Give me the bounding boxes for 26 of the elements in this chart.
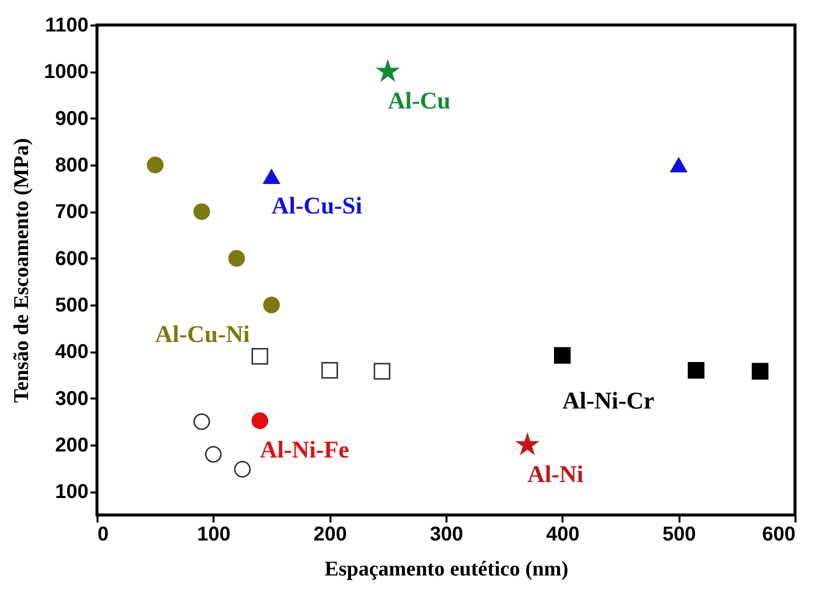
y-tick-label: 200 — [55, 434, 88, 456]
y-tick-label: 900 — [55, 108, 88, 130]
x-axis-title: Espaçamento eutético (nm) — [324, 556, 568, 580]
x-tick-label: 400 — [546, 524, 580, 546]
series-label: Al-Cu — [388, 88, 451, 115]
series-label: Al-Ni — [527, 462, 584, 488]
x-tick-label: 600 — [762, 524, 796, 546]
y-axis-title: Tensão de Escoamento (MPa) — [9, 138, 34, 403]
y-tick-label: 1100 — [45, 14, 88, 36]
y-tick-label: 600 — [55, 248, 88, 270]
x-tick-label: 200 — [313, 524, 347, 546]
x-tick-label: 500 — [662, 524, 696, 546]
x-tick-label: 100 — [197, 524, 231, 546]
series-label: Al-Ni-Fe — [260, 438, 350, 464]
y-tick-label: 500 — [55, 294, 88, 316]
y-tick-label: 700 — [55, 201, 88, 224]
y-tick-label: 100 — [55, 481, 88, 504]
y-tick-label: 400 — [55, 341, 88, 364]
x-tick-label: 0 — [98, 524, 109, 546]
y-tick-label: 300 — [55, 388, 88, 410]
series-label: Al-Ni-Cr — [562, 388, 655, 414]
series-label: Al-Cu-Si — [272, 194, 363, 220]
series-label: Al-Cu-Ni — [155, 322, 250, 348]
y-tick-label: 1000 — [44, 61, 88, 84]
x-tick-label: 300 — [430, 524, 464, 546]
y-tick-label: 800 — [55, 154, 88, 176]
